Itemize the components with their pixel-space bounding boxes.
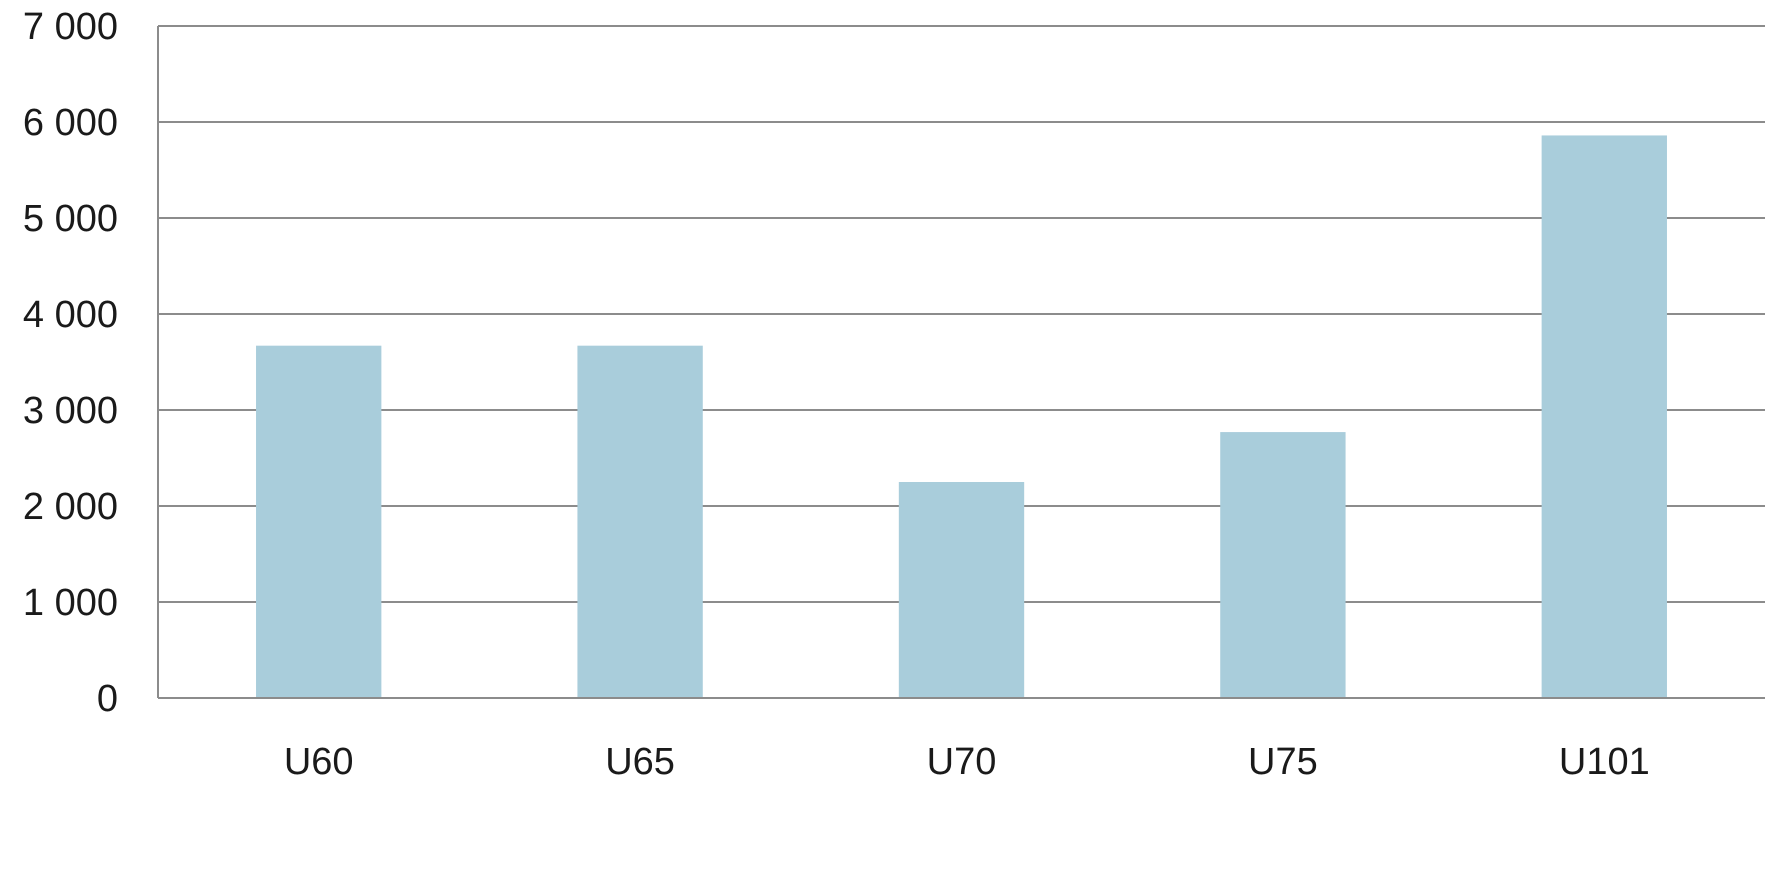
x-tick-label: U60 — [284, 741, 354, 783]
y-axis-tick-labels: 0 1 000 2 000 3 000 4 000 5 000 6 000 7 000 — [23, 6, 118, 720]
y-tick-label: 1 000 — [23, 582, 118, 624]
x-tick-label: U70 — [927, 741, 997, 783]
y-tick-label: 6 000 — [23, 102, 118, 144]
y-tick-label: 0 — [97, 678, 118, 720]
bar-u65 — [577, 345, 703, 698]
bars — [256, 135, 1667, 698]
bar-u70 — [898, 482, 1025, 698]
x-axis-tick-labels: U60 U65 U70 U75 U101 — [284, 741, 1650, 783]
y-tick-label: 5 000 — [23, 198, 118, 240]
axes — [157, 26, 1765, 699]
x-tick-label: U75 — [1248, 741, 1318, 783]
bar-u75 — [1220, 432, 1346, 698]
gridlines — [158, 25, 1765, 603]
x-tick-label: U65 — [605, 741, 675, 783]
y-tick-label: 2 000 — [23, 486, 118, 528]
y-tick-label: 4 000 — [23, 294, 118, 336]
bar-u101 — [1541, 135, 1667, 698]
bar-u60 — [256, 345, 382, 698]
y-tick-label: 3 000 — [23, 390, 118, 432]
x-tick-label: U101 — [1559, 741, 1650, 783]
y-tick-label: 7 000 — [23, 6, 118, 48]
